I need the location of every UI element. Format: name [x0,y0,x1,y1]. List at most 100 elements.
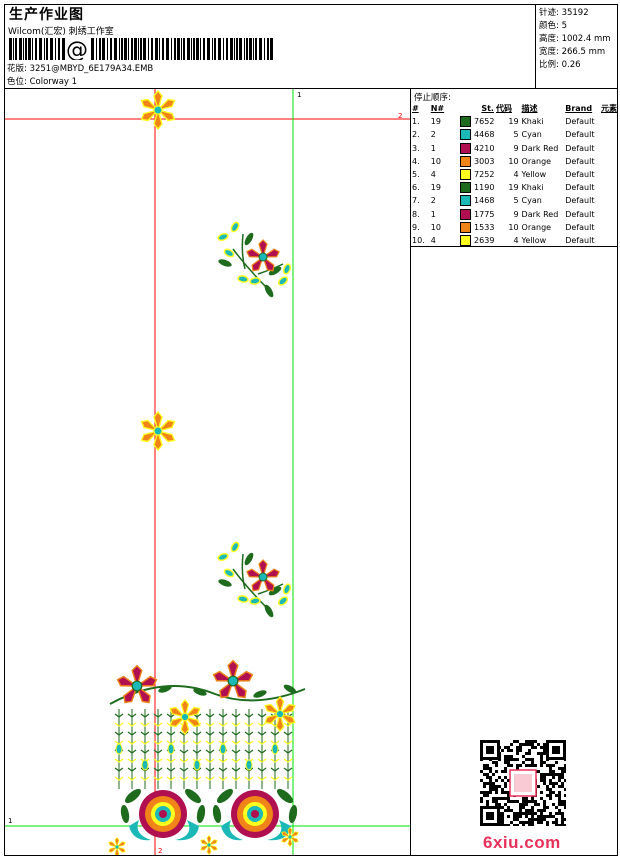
color-swatch [460,169,472,181]
table-row: 2. 2 4468 5 Cyan Default [412,128,617,141]
color-swatch [460,208,472,220]
stat-scale: 比例: 0.26 [539,60,581,70]
row-needle: 10 [430,156,441,166]
col-element: 元素 [601,104,617,114]
table-row: 6. 19 1190 19 Khaki Default [412,181,617,194]
row-brand: Default [565,170,595,180]
design-canvas: 1 2 1 2 [5,89,411,855]
row-description: Dark Red [521,143,559,153]
row-stitches: 7652 [460,115,496,128]
table-header-row: # N# St. 代码 描述 Brand 元素 [412,102,617,115]
row-brand: Default [565,130,595,140]
svg-text:@: @ [66,38,88,60]
row-brand: Default [565,156,595,166]
row-stitches: 1775 [460,208,496,221]
row-index: 4. [412,156,420,166]
table-row: 7. 2 1468 5 Cyan Default [412,194,617,207]
row-stitches: 1533 [460,221,496,234]
col-description: 描述 [521,104,538,114]
color-swatch [460,234,472,246]
row-brand: Default [565,143,595,153]
row-brand: Default [565,196,595,206]
design-line: 花版: 3251@MBYD_6E179A34.EMB [7,62,153,74]
row-description: Khaki [521,117,544,127]
row-needle: 19 [430,183,441,193]
row-element [601,181,617,194]
guide-label-top: 1 [297,91,301,99]
row-needle: 1 [430,209,436,219]
row-element [601,155,617,168]
row-stitches: 2639 [460,234,496,247]
col-brand: Brand [565,104,593,114]
row-element [601,208,617,221]
embroidery-preview: 1 2 1 2 [5,89,410,855]
row-brand: Default [565,209,595,219]
table-row: 8. 1 1775 9 Dark Red Default [412,208,617,221]
row-code: 9 [513,143,519,153]
row-brand: Default [565,117,595,127]
row-description: Dark Red [521,209,559,219]
row-element [601,168,617,181]
row-stitches: 7252 [460,168,496,181]
page-title: 生产作业图 [9,7,84,23]
worksheet-header: 生产作业图 Wilcom(汇宏) 刺绣工作室 @ 花版: 3251@MBYD_6… [5,5,535,89]
row-description: Cyan [521,196,542,206]
row-element [601,128,617,141]
row-index: 3. [412,143,420,153]
colorway-value: Colorway 1 [29,77,78,87]
row-code: 4 [513,235,519,245]
guide-label-bottom: 2 [158,847,162,855]
table-row: 3. 1 4210 9 Dark Red Default [412,142,617,155]
row-description: Yellow [521,235,547,245]
col-code: 代码 [495,104,512,114]
color-swatch [460,116,472,128]
floral-spray-motif [217,221,291,298]
row-brand: Default [565,183,595,193]
row-code: 5 [513,130,519,140]
row-index: 8. [412,209,420,219]
row-needle: 2 [430,130,436,140]
row-index: 6. [412,183,420,193]
border-motif [107,659,306,855]
row-description: Khaki [521,183,544,193]
color-swatch [460,155,472,167]
table-row: 9. 10 1533 10 Orange Default [412,221,617,234]
stop-sequence-title: 停止顺序: [414,93,451,103]
row-needle: 19 [430,117,441,127]
row-code: 10 [508,156,519,166]
table-row: 1. 19 7652 19 Khaki Default [412,115,617,128]
design-label: 花版: [7,64,27,74]
row-needle: 1 [430,143,436,153]
color-swatch [460,195,472,207]
row-needle: 10 [430,222,441,232]
design-stats: 针迹: 35192 颜色: 5 高度: 1002.4 mm 宽度: 266.5 … [535,5,617,89]
row-needle: 4 [430,235,436,245]
row-code: 4 [513,170,519,180]
row-needle: 4 [430,170,436,180]
worksheet-frame: 生产作业图 Wilcom(汇宏) 刺绣工作室 @ 花版: 3251@MBYD_6… [4,4,618,856]
floral-spray-motif [217,541,291,618]
row-index: 1. [412,117,420,127]
row-description: Orange [521,156,552,166]
row-element [601,194,617,207]
watermark-text: 6xiu.com [483,833,561,852]
barcode: @ [9,38,273,60]
row-code: 19 [508,117,519,127]
row-code: 5 [513,196,519,206]
table-row: 5. 4 7252 4 Yellow Default [412,168,617,181]
color-swatch [460,142,472,154]
color-swatch [460,129,472,141]
qr-code [480,740,566,826]
row-stitches: 4468 [460,128,496,141]
row-description: Yellow [521,170,547,180]
row-code: 19 [508,183,519,193]
row-element [601,234,617,247]
col-stitches: St. [481,104,494,114]
guide-label-right: 2 [398,112,402,120]
color-swatch [460,182,472,194]
color-sequence-table: # N# St. 代码 描述 Brand 元素 1. 19 7652 19 Khaki D… [412,102,617,247]
star-flower-motif [138,90,178,130]
col-index: # [412,104,419,114]
row-code: 10 [508,222,519,232]
row-index: 7. [412,196,420,206]
